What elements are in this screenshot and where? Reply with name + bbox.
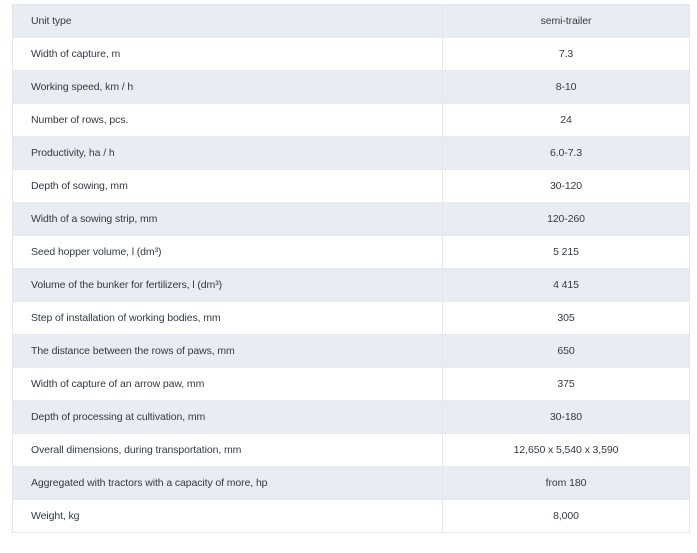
spec-value: 8-10 xyxy=(442,70,690,104)
table-row: Weight, kg 8,000 xyxy=(12,499,690,533)
table-row: Volume of the bunker for fertilizers, l … xyxy=(12,268,690,302)
table-row: Depth of processing at cultivation, mm 3… xyxy=(12,400,690,434)
specifications-table: Unit type semi-trailer Width of capture,… xyxy=(12,4,690,533)
spec-value: 120-260 xyxy=(442,202,690,236)
spec-value: 8,000 xyxy=(442,499,690,533)
spec-parameter-label: Volume of the bunker for fertilizers, l … xyxy=(12,268,443,302)
spec-value: 6.0-7.3 xyxy=(442,136,690,170)
spec-parameter-label: Number of rows, pcs. xyxy=(12,103,443,137)
table-row: Number of rows, pcs. 24 xyxy=(12,103,690,137)
spec-parameter-label: Width of a sowing strip, mm xyxy=(12,202,443,236)
spec-value: 375 xyxy=(442,367,690,401)
spec-value: 5 215 xyxy=(442,235,690,269)
spec-parameter-label: Unit type xyxy=(12,4,443,38)
spec-value: 30-180 xyxy=(442,400,690,434)
spec-parameter-label: The distance between the rows of paws, m… xyxy=(12,334,443,368)
spec-parameter-label: Overall dimensions, during transportatio… xyxy=(12,433,443,467)
spec-value: semi-trailer xyxy=(442,4,690,38)
table-row: Width of capture of an arrow paw, mm 375 xyxy=(12,367,690,401)
spec-value: from 180 xyxy=(442,466,690,500)
table-row: Working speed, km / h 8-10 xyxy=(12,70,690,104)
spec-parameter-label: Seed hopper volume, l (dm³) xyxy=(12,235,443,269)
spec-parameter-label: Working speed, km / h xyxy=(12,70,443,104)
table-row: The distance between the rows of paws, m… xyxy=(12,334,690,368)
spec-value: 12,650 x 5,540 x 3,590 xyxy=(442,433,690,467)
spec-parameter-label: Depth of processing at cultivation, mm xyxy=(12,400,443,434)
table-row: Depth of sowing, mm 30-120 xyxy=(12,169,690,203)
table-row: Overall dimensions, during transportatio… xyxy=(12,433,690,467)
table-row: Unit type semi-trailer xyxy=(12,4,690,38)
spec-parameter-label: Weight, kg xyxy=(12,499,443,533)
spec-value: 30-120 xyxy=(442,169,690,203)
table-row: Productivity, ha / h 6.0-7.3 xyxy=(12,136,690,170)
spec-parameter-label: Productivity, ha / h xyxy=(12,136,443,170)
spec-value: 305 xyxy=(442,301,690,335)
spec-value: 24 xyxy=(442,103,690,137)
spec-parameter-label: Aggregated with tractors with a capacity… xyxy=(12,466,443,500)
table-row: Seed hopper volume, l (dm³) 5 215 xyxy=(12,235,690,269)
spec-parameter-label: Step of installation of working bodies, … xyxy=(12,301,443,335)
table-row: Width of a sowing strip, mm 120-260 xyxy=(12,202,690,236)
spec-parameter-label: Width of capture, m xyxy=(12,37,443,71)
spec-value: 7.3 xyxy=(442,37,690,71)
table-row: Width of capture, m 7.3 xyxy=(12,37,690,71)
spec-parameter-label: Depth of sowing, mm xyxy=(12,169,443,203)
table-row: Step of installation of working bodies, … xyxy=(12,301,690,335)
spec-value: 4 415 xyxy=(442,268,690,302)
table-row: Aggregated with tractors with a capacity… xyxy=(12,466,690,500)
spec-parameter-label: Width of capture of an arrow paw, mm xyxy=(12,367,443,401)
spec-value: 650 xyxy=(442,334,690,368)
